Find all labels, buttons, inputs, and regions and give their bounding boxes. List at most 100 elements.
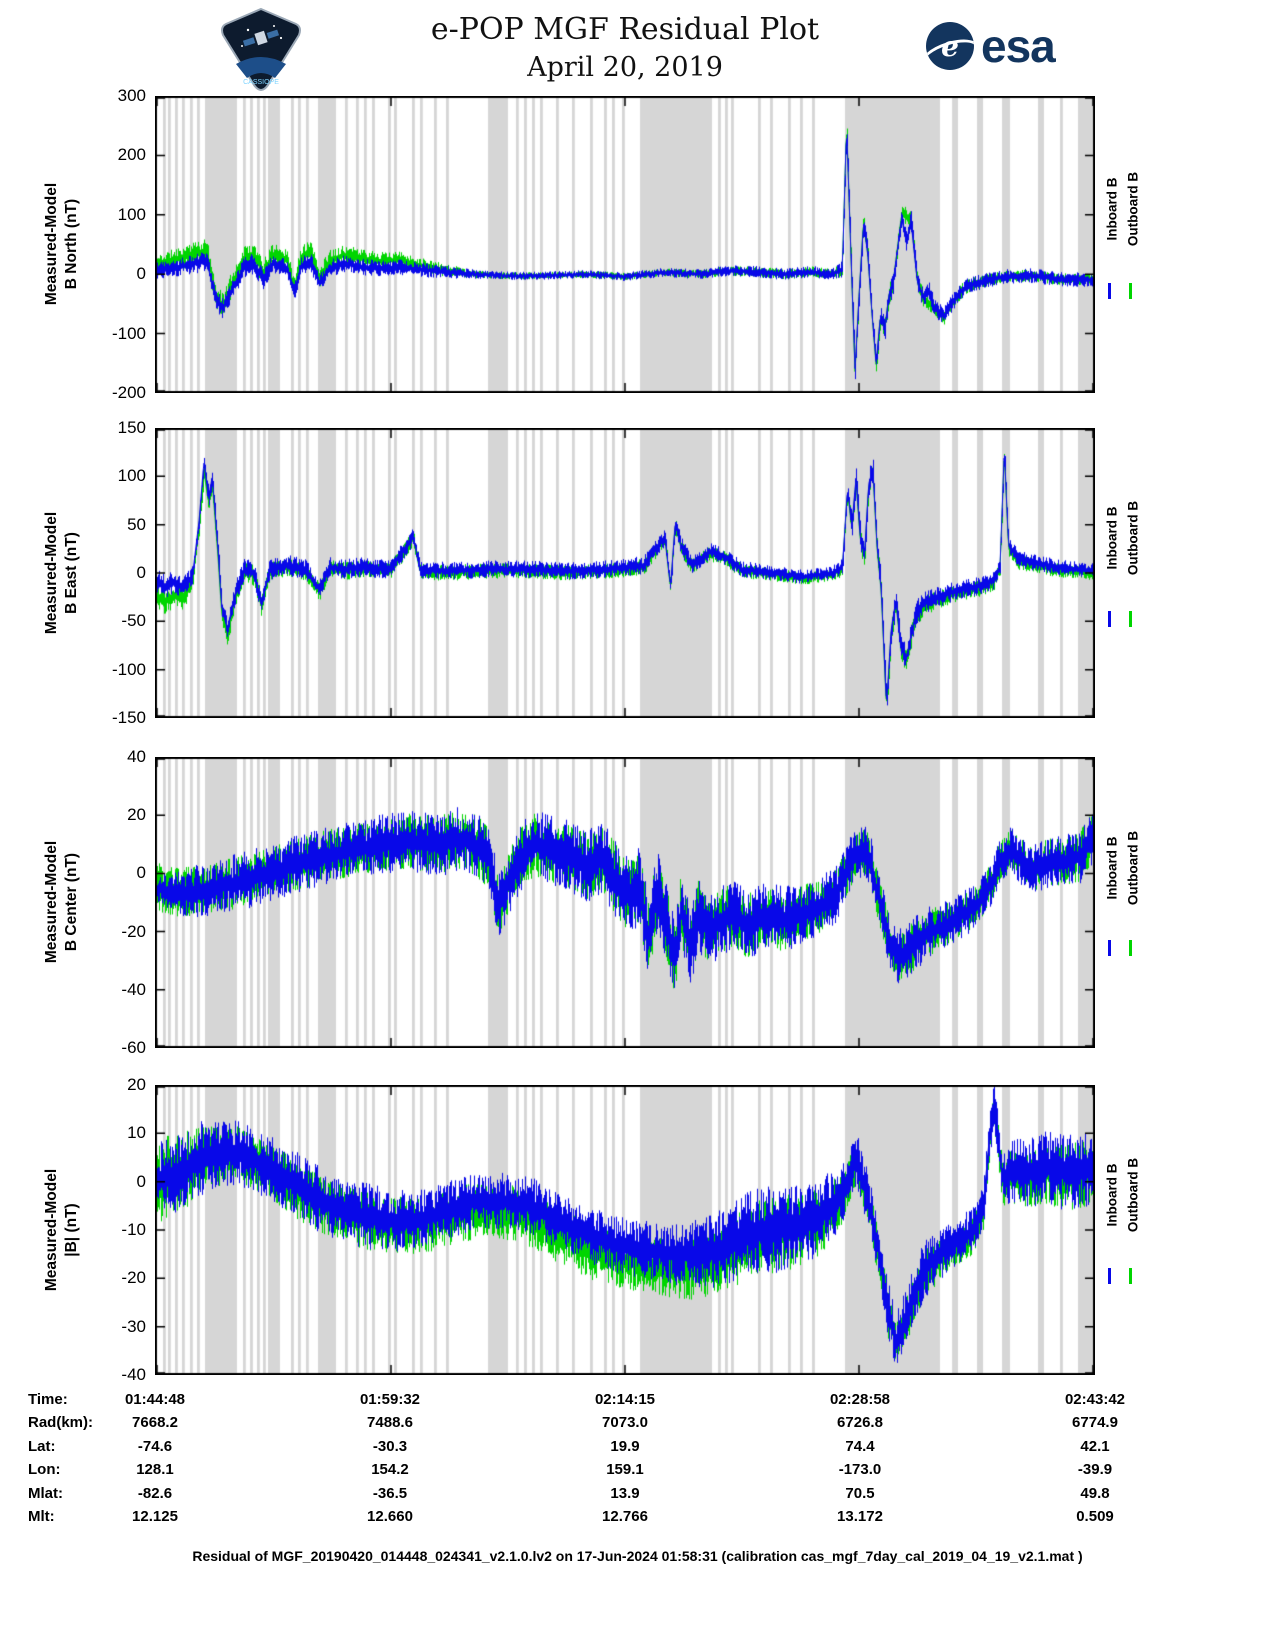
figure-title: e-POP MGF Residual Plot <box>430 12 820 47</box>
esa-logo: e esa <box>926 20 1056 72</box>
y-tick-label: 200 <box>117 145 146 165</box>
xaxis-value: 7668.2 <box>132 1414 178 1431</box>
legend-inboard-label: Inboard B <box>1104 1163 1120 1227</box>
xaxis-value: -82.6 <box>137 1485 173 1502</box>
xaxis-row-rad: Rad(km): 7668.2 7488.6 7073.0 6726.8 677… <box>0 1414 1275 1436</box>
footer-caption: Residual of MGF_20190420_014448_024341_v… <box>192 1548 1083 1564</box>
xaxis-value: 42.1 <box>1080 1438 1110 1455</box>
xaxis-value: -30.3 <box>372 1438 408 1455</box>
figure-date: April 20, 2019 <box>527 52 723 83</box>
y-axis-label-line1: Measured-Model <box>43 840 60 964</box>
mission-patch-icon: CASSIOPE <box>221 7 301 91</box>
y-tick-label: -10 <box>121 1220 146 1239</box>
xaxis-value: -36.5 <box>372 1485 408 1502</box>
y-axis-label-line1: Measured-Model <box>43 182 60 306</box>
xaxis-value: 01:44:48 <box>124 1391 186 1408</box>
y-tick-label: 100 <box>117 466 146 486</box>
xaxis-value: 49.8 <box>1080 1485 1110 1502</box>
y-tick-label: -50 <box>121 611 146 631</box>
legend-outboard-line-sample <box>1129 1268 1132 1284</box>
legend-inboard-line-sample <box>1108 283 1111 299</box>
y-tick-label: 300 <box>117 86 146 105</box>
legend-inboard-line-sample <box>1108 940 1111 956</box>
y-tick-label: -150 <box>111 708 146 727</box>
xaxis-value: 74.4 <box>845 1438 875 1455</box>
patch-mission-name: CASSIOPE <box>243 79 279 86</box>
y-tick-label: 10 <box>127 1123 146 1143</box>
y-tick-label: 20 <box>127 1075 146 1094</box>
xaxis-value: 7073.0 <box>602 1414 648 1431</box>
xaxis-row-mlat: Mlat: -82.6 -36.5 13.9 70.5 49.8 <box>0 1485 1275 1507</box>
xaxis-row-lat: Lat: -74.6 -30.3 19.9 74.4 42.1 <box>0 1438 1275 1460</box>
xaxis-value: 128.1 <box>136 1461 174 1478</box>
esa-globe-letter: e <box>941 29 959 63</box>
y-tick-label: -60 <box>121 1038 146 1057</box>
plot-canvas-b-center <box>155 757 1095 1048</box>
xaxis-value: 7488.6 <box>367 1414 413 1431</box>
y-tick-label: 20 <box>127 805 146 825</box>
xaxis-value: 70.5 <box>845 1485 875 1502</box>
xaxis-value: -39.9 <box>1077 1461 1113 1478</box>
legend-outboard-label: Outboard B <box>1125 1157 1141 1233</box>
legend-inboard-line-sample <box>1108 1268 1111 1284</box>
y-tick-label: 0 <box>136 264 146 284</box>
esa-wordmark: esa <box>981 20 1056 72</box>
y-tick-label: -200 <box>111 383 146 402</box>
xaxis-value: 01:59:32 <box>359 1391 421 1408</box>
y-tick-label: 100 <box>117 204 146 224</box>
plot-canvas-b-north <box>155 96 1095 393</box>
y-axis-label-line2: B North (nT) <box>63 198 80 290</box>
legend-outboard-line-sample <box>1129 940 1132 956</box>
y-tick-label: -40 <box>121 1365 146 1384</box>
patch-shield <box>221 7 301 91</box>
y-axis-label-line2: B Center (nT) <box>63 852 80 952</box>
xaxis-value: 02:28:58 <box>829 1391 891 1408</box>
legend-inboard-label: Inboard B <box>1104 506 1120 570</box>
patch-satellite-icon <box>242 29 280 47</box>
y-tick-label: -20 <box>121 921 146 941</box>
xaxis-value: 12.660 <box>367 1508 413 1525</box>
xaxis-value: 13.9 <box>610 1485 640 1502</box>
xaxis-row-label: Mlat: <box>28 1485 63 1502</box>
xaxis-value: 12.125 <box>132 1508 178 1525</box>
legend-outboard-label: Outboard B <box>1125 830 1141 906</box>
xaxis-row-time: Time: 01:44:48 01:59:32 02:14:15 02:28:5… <box>0 1391 1275 1413</box>
legend-inboard-label: Inboard B <box>1104 836 1120 900</box>
y-tick-label: -40 <box>121 979 146 999</box>
y-tick-label: 0 <box>136 1171 146 1191</box>
y-tick-label: -30 <box>121 1316 146 1336</box>
legend-inboard-label: Inboard B <box>1104 177 1120 241</box>
y-tick-label: 0 <box>136 563 146 582</box>
xaxis-value: -74.6 <box>137 1438 173 1455</box>
xaxis-value: 13.172 <box>837 1508 883 1525</box>
patch-earth-limb <box>236 57 286 78</box>
xaxis-row-label: Time: <box>28 1391 68 1408</box>
y-tick-label: 0 <box>136 863 146 883</box>
xaxis-row-label: Lon: <box>28 1461 61 1478</box>
xaxis-value: 02:43:42 <box>1064 1391 1126 1408</box>
xaxis-value: 12.766 <box>602 1508 648 1525</box>
legend-inboard-line-sample <box>1108 611 1111 627</box>
xaxis-value: 6774.9 <box>1072 1414 1118 1431</box>
plot-canvas-b-east <box>155 428 1095 718</box>
xaxis-row-mlt: Mlt: 12.125 12.660 12.766 13.172 0.509 <box>0 1508 1275 1530</box>
legend-outboard-label: Outboard B <box>1125 171 1141 247</box>
y-tick-label: 50 <box>127 514 146 534</box>
xaxis-row-label: Lat: <box>28 1438 56 1455</box>
xaxis-value: 159.1 <box>606 1461 644 1478</box>
xaxis-value: 02:14:15 <box>594 1391 656 1408</box>
y-tick-label: 150 <box>117 418 146 437</box>
legend-outboard-label: Outboard B <box>1125 500 1141 576</box>
y-tick-label: 40 <box>127 747 146 766</box>
esa-globe-icon: e <box>926 22 974 70</box>
y-tick-label: -100 <box>111 659 146 679</box>
legend-outboard-line-sample <box>1129 611 1132 627</box>
y-axis-label-b-center: Measured-Model B Center (nT) <box>42 841 82 963</box>
xaxis-row-label: Rad(km): <box>28 1414 94 1431</box>
xaxis-row-lon: Lon: 128.1 154.2 159.1 -173.0 -39.9 <box>0 1461 1275 1483</box>
y-axis-label-b-north: Measured-Model B North (nT) <box>42 183 82 305</box>
xaxis-value: 0.509 <box>1076 1508 1114 1525</box>
legend-outboard-line-sample <box>1129 283 1132 299</box>
xaxis-row-label: Mlt: <box>28 1508 55 1525</box>
y-tick-label: -20 <box>121 1268 146 1288</box>
